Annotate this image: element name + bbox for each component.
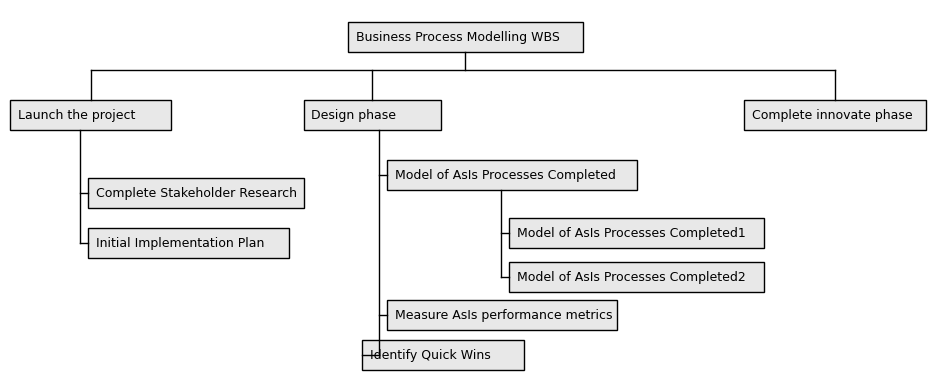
Bar bbox=[509, 218, 764, 248]
Bar bbox=[88, 178, 304, 208]
Bar bbox=[88, 228, 289, 258]
Text: Model of AsIs Processes Completed1: Model of AsIs Processes Completed1 bbox=[517, 227, 746, 240]
Text: Complete Stakeholder Research: Complete Stakeholder Research bbox=[96, 186, 297, 199]
Bar bbox=[387, 160, 636, 190]
Text: Launch the project: Launch the project bbox=[18, 109, 135, 122]
Text: Complete innovate phase: Complete innovate phase bbox=[752, 109, 913, 122]
Text: Business Process Modelling WBS: Business Process Modelling WBS bbox=[355, 31, 560, 44]
Bar bbox=[10, 100, 171, 130]
Bar bbox=[362, 340, 524, 370]
Bar bbox=[509, 262, 764, 292]
Text: Identify Quick Wins: Identify Quick Wins bbox=[370, 349, 491, 362]
Bar bbox=[348, 22, 582, 52]
Bar bbox=[745, 100, 925, 130]
Text: Initial Implementation Plan: Initial Implementation Plan bbox=[96, 237, 264, 250]
Text: Model of AsIs Processes Completed2: Model of AsIs Processes Completed2 bbox=[517, 270, 746, 283]
Bar bbox=[304, 100, 441, 130]
Bar bbox=[387, 300, 617, 330]
Text: Measure AsIs performance metrics: Measure AsIs performance metrics bbox=[394, 308, 612, 321]
Text: Design phase: Design phase bbox=[312, 109, 396, 122]
Text: Model of AsIs Processes Completed: Model of AsIs Processes Completed bbox=[394, 169, 616, 182]
